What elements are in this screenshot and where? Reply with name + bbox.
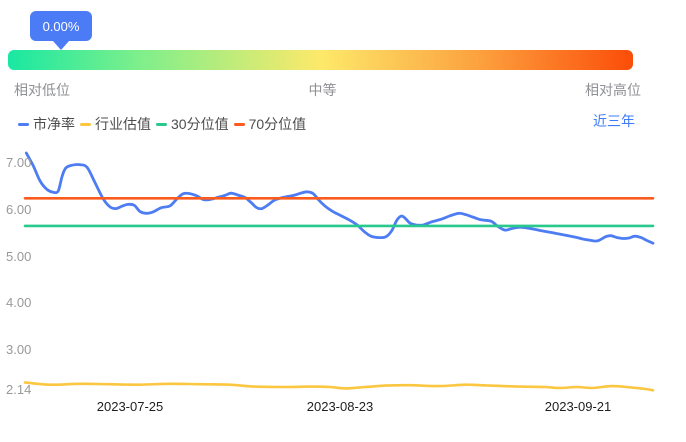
y-tick-label: 6.00 xyxy=(6,202,32,217)
legend-dash-icon xyxy=(233,122,245,126)
x-tick-label: 2023-09-21 xyxy=(544,399,612,414)
y-tick-label: 2.14 xyxy=(6,382,32,397)
series-line-1 xyxy=(24,151,655,245)
y-tick-label: 4.00 xyxy=(6,295,32,310)
x-tick-label: 2023-07-25 xyxy=(96,399,164,414)
chart-plot-area[interactable] xyxy=(0,150,686,420)
legend-dash-icon xyxy=(80,122,91,126)
tooltip-pointer-icon xyxy=(53,41,69,50)
series-line-2 xyxy=(23,381,655,392)
y-tick-label: 3.00 xyxy=(6,342,32,357)
valuation-position-tooltip: 0.00% xyxy=(30,11,92,50)
pb-ratio-line-chart[interactable]: 7.00 6.00 5.00 4.00 3.00 2.14 2023-07-25 2023-… xyxy=(0,150,686,420)
period-selector-link[interactable]: 近三年 xyxy=(593,113,635,129)
valuation-position-value: 0.00% xyxy=(42,18,80,34)
chart-legend: 市净率 行业估值 30分位值 70分位值 xyxy=(18,116,311,132)
band-label-mid: 中等 xyxy=(308,82,337,98)
y-tick-label: 7.00 xyxy=(6,155,32,170)
legend-item-2[interactable]: 行业估值 xyxy=(80,116,151,132)
legend-item-label: 行业估值 xyxy=(95,116,151,132)
band-label-low: 相对低位 xyxy=(14,82,70,98)
legend-dash-icon xyxy=(156,122,167,126)
legend-item-3[interactable]: 30分位值 xyxy=(156,116,229,132)
y-tick-label: 5.00 xyxy=(6,249,32,264)
legend-dash-icon xyxy=(18,122,29,126)
legend-item-label: 70分位值 xyxy=(248,116,307,132)
legend-item-4[interactable]: 70分位值 xyxy=(233,116,307,132)
legend-item-label: 30分位值 xyxy=(171,116,229,132)
band-label-high: 相对高位 xyxy=(585,82,641,98)
legend-item-1[interactable]: 市净率 xyxy=(18,116,75,132)
legend-item-label: 市净率 xyxy=(33,116,75,132)
valuation-gradient-bar[interactable] xyxy=(8,50,633,70)
valuation-band-labels: 相对低位 中等 相对高位 xyxy=(8,80,641,98)
x-tick-label: 2023-08-23 xyxy=(306,399,374,414)
